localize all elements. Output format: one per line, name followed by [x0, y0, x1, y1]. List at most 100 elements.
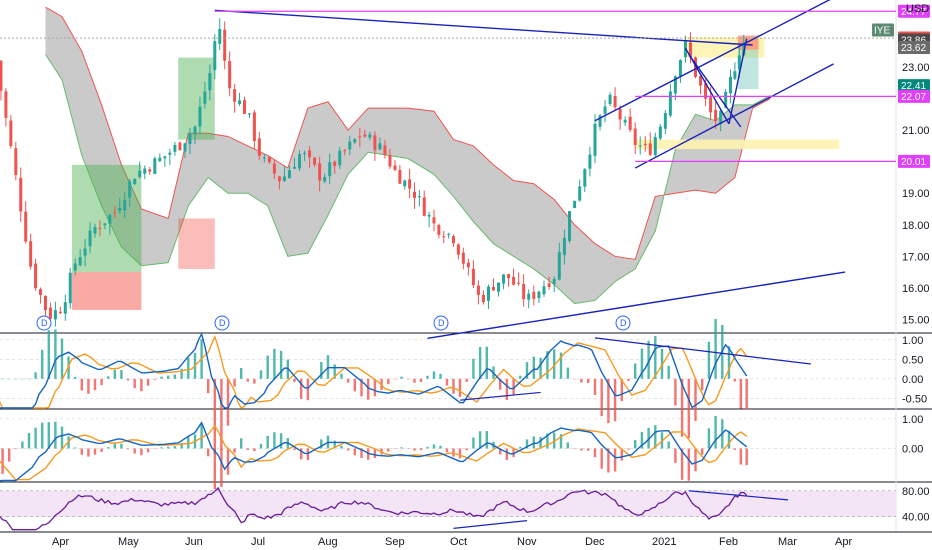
macd-histogram-bar: [279, 350, 283, 379]
macd-panel: -0.50 0.00 0.50 1.00: [0, 319, 927, 455]
candle-body: [343, 150, 347, 152]
price-tick-label: 21.00: [902, 125, 930, 137]
horizontal-levels[interactable]: [0, 10, 896, 163]
macd-histogram-bar: [353, 378, 356, 392]
time-tick-label: May: [118, 536, 139, 548]
macd-histogram-bar: [566, 367, 569, 379]
candle-body: [638, 145, 642, 147]
candle-body: [522, 284, 526, 300]
macd2-histogram-bar: [54, 421, 57, 449]
candle-body: [388, 154, 392, 167]
macd-histogram-bar: [739, 378, 742, 409]
macd-histogram-bar: [546, 351, 549, 379]
macd-histogram-bar: [472, 358, 475, 379]
macd-histogram-bar: [160, 376, 163, 379]
candle-body: [243, 100, 246, 114]
candle-body: [393, 165, 397, 170]
macd2-histogram-bar: [220, 448, 223, 487]
macd2-histogram-bar: [233, 448, 236, 453]
macd2-signal-line: [0, 424, 748, 481]
candle-body: [68, 272, 72, 304]
macd-histogram-bar: [187, 357, 190, 379]
macd2-histogram-bar: [146, 448, 150, 453]
macd-histogram-bar: [519, 375, 522, 379]
macd-histogram-bar: [207, 378, 210, 394]
macd-histogram-bar: [419, 378, 423, 382]
candle-body: [173, 144, 177, 152]
candle-body: [427, 215, 431, 217]
macd2-histogram-bar: [74, 447, 77, 449]
long-zone-profit-2: [178, 57, 215, 140]
candle-body: [628, 116, 632, 130]
candle-body: [133, 179, 137, 185]
macd2-histogram-bar: [485, 431, 488, 449]
macd2-histogram-bar: [627, 448, 630, 450]
candle-body: [29, 241, 33, 267]
candle-body: [724, 91, 728, 108]
candle-body: [193, 126, 197, 135]
macd2-histogram-bar: [739, 448, 742, 465]
price-badge: [898, 154, 930, 168]
candle-body: [663, 113, 667, 129]
macd-histogram-bar: [240, 368, 243, 379]
macd2-histogram-bar: [525, 439, 529, 449]
candle-body: [694, 57, 697, 77]
candle-body: [408, 179, 412, 189]
macd2-histogram-bar: [113, 443, 116, 449]
channel-upper: [594, 0, 831, 122]
macd-histogram-bar: [133, 378, 136, 389]
candle-body: [603, 106, 607, 114]
symbol-badge: [872, 23, 894, 37]
macd-histogram-bar: [452, 378, 455, 394]
macd-histogram-bar: [553, 349, 556, 379]
macd2-histogram-bar: [413, 448, 416, 451]
macd-histogram-bar: [600, 378, 603, 417]
candle-body: [267, 157, 271, 163]
price-tick-label: 16.00: [902, 283, 930, 295]
candle-body: [24, 211, 28, 242]
candle-body: [481, 294, 485, 303]
macd2-histogram-bar: [167, 446, 170, 449]
candle-body: [422, 197, 426, 216]
macd-histogram-bar: [499, 378, 502, 390]
macd-histogram-bar: [640, 348, 644, 379]
macd-histogram-bar: [432, 371, 436, 379]
macd2-histogram-bar: [519, 446, 522, 449]
candle-body: [328, 162, 332, 177]
rsi-divergence-line: [688, 490, 789, 501]
macd-tick-label: -0.50: [902, 393, 927, 405]
macd-histogram-bar: [613, 378, 617, 422]
candle-body: [163, 156, 167, 159]
long-zone-loss: [71, 272, 142, 310]
candle-body: [517, 282, 521, 284]
macd2-histogram-bar: [733, 448, 737, 450]
macd2-histogram-bar: [546, 433, 549, 449]
candle-body: [442, 236, 446, 238]
macd-histogram-bar: [485, 346, 488, 379]
candle-body: [742, 42, 746, 56]
macd2-histogram-bar: [253, 448, 256, 452]
cloud-fill: [45, 7, 771, 304]
dividend-marker: [214, 315, 230, 331]
candle-body: [527, 293, 531, 300]
macd2-histogram-bar: [226, 448, 230, 475]
symbol-badge-label: IYE: [874, 25, 890, 36]
candle-body: [573, 200, 577, 209]
candle-body: [608, 94, 612, 104]
macd2-histogram-bar: [387, 448, 390, 452]
macd-histogram-bar: [306, 378, 310, 401]
grid-layer: [0, 0, 932, 533]
macd-histogram-bar: [140, 378, 143, 392]
candle-body: [542, 286, 546, 295]
candle-body: [198, 106, 202, 127]
macd-histogram-bar: [253, 378, 256, 384]
candle-body: [709, 97, 713, 113]
trendlines[interactable]: [214, 0, 846, 339]
macd-histogram-bar: [173, 374, 177, 379]
candle-body: [502, 274, 506, 284]
candle-body: [568, 211, 571, 241]
macd2-histogram-bar: [240, 438, 243, 449]
macd2-histogram-bar: [126, 448, 130, 450]
